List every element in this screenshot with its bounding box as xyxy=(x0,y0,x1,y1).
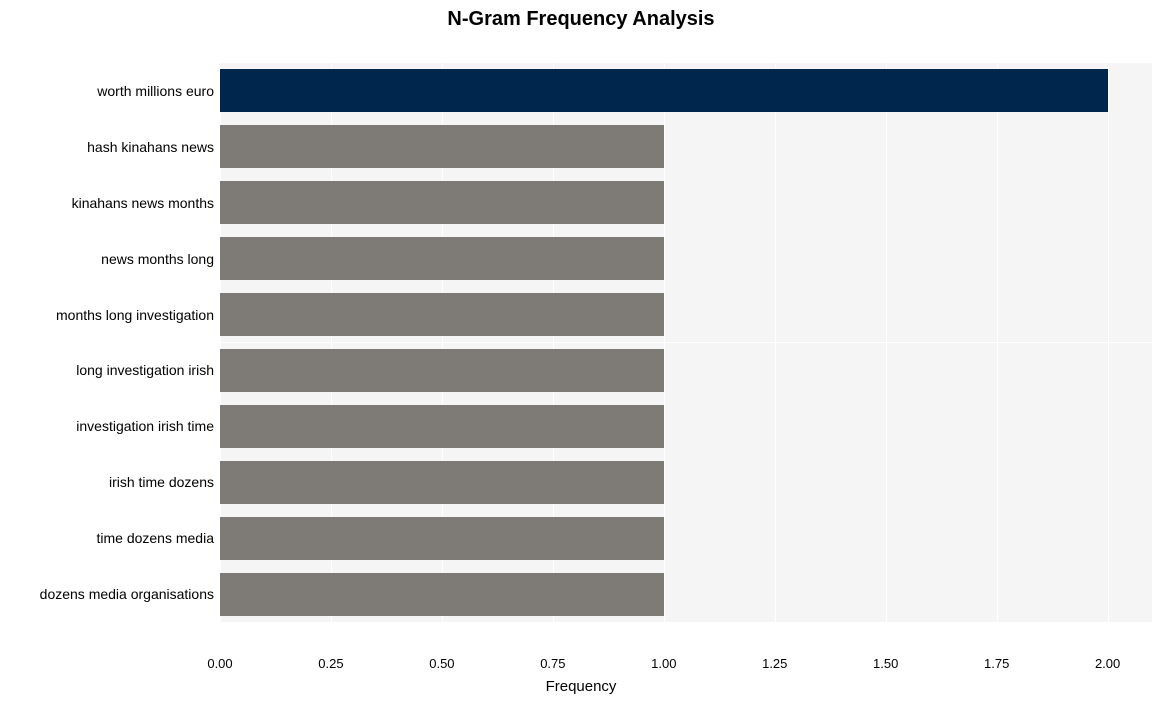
bar xyxy=(220,293,664,336)
bar xyxy=(220,349,664,392)
y-tick-label: worth millions euro xyxy=(0,83,214,99)
gridline-vertical xyxy=(664,35,665,650)
y-tick-label: irish time dozens xyxy=(0,474,214,490)
x-tick-label: 1.25 xyxy=(762,656,787,671)
bar xyxy=(220,237,664,280)
gridline-vertical xyxy=(997,35,998,650)
y-tick-label: kinahans news months xyxy=(0,195,214,211)
y-tick-label: long investigation irish xyxy=(0,362,214,378)
y-tick-label: dozens media organisations xyxy=(0,586,214,602)
y-tick-label: news months long xyxy=(0,251,214,267)
x-tick-label: 0.00 xyxy=(207,656,232,671)
x-tick-label: 1.75 xyxy=(984,656,1009,671)
bar xyxy=(220,405,664,448)
bar xyxy=(220,181,664,224)
ngram-frequency-chart: N-Gram Frequency Analysis worth millions… xyxy=(0,0,1162,701)
gridline-vertical xyxy=(1108,35,1109,650)
y-tick-label: time dozens media xyxy=(0,530,214,546)
bar xyxy=(220,125,664,168)
bar xyxy=(220,517,664,560)
bar xyxy=(220,573,664,616)
x-tick-label: 0.75 xyxy=(540,656,565,671)
y-tick-label: hash kinahans news xyxy=(0,139,214,155)
chart-title: N-Gram Frequency Analysis xyxy=(0,8,1162,31)
gridline-vertical xyxy=(886,35,887,650)
y-tick-label: months long investigation xyxy=(0,307,214,323)
y-tick-label: investigation irish time xyxy=(0,418,214,434)
bar xyxy=(220,69,1108,112)
gridline-vertical xyxy=(775,35,776,650)
x-tick-label: 1.00 xyxy=(651,656,676,671)
bar xyxy=(220,461,664,504)
x-axis-title: Frequency xyxy=(0,678,1162,695)
x-tick-label: 2.00 xyxy=(1095,656,1120,671)
x-tick-label: 0.25 xyxy=(318,656,343,671)
x-tick-label: 1.50 xyxy=(873,656,898,671)
plot-area xyxy=(220,35,1152,650)
x-tick-label: 0.50 xyxy=(429,656,454,671)
